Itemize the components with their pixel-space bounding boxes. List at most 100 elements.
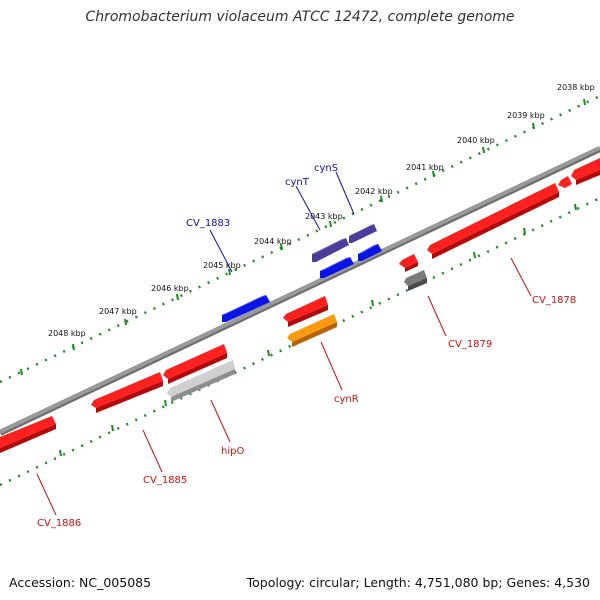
- leader-cv1878: [510, 257, 532, 297]
- label-cynt[interactable]: cynT: [285, 177, 310, 188]
- tick: [72, 343, 75, 351]
- gene-body: [0, 416, 56, 448]
- genome-backbone: [0, 146, 600, 436]
- gene-body: [287, 314, 337, 342]
- leader-cynr: [320, 341, 343, 391]
- gene-highlight: [358, 244, 378, 254]
- tick: [164, 399, 167, 407]
- scale-label-2047: 2047 kbp: [99, 307, 137, 316]
- gene-body: [283, 296, 328, 322]
- accession-text: Accession: NC_005085: [9, 575, 152, 590]
- scale-label-2048: 2048 kbp: [48, 329, 86, 338]
- gene-cynt[interactable]: [320, 257, 354, 278]
- gene-shade: [171, 369, 235, 402]
- label-cv1883[interactable]: CV_1883: [186, 218, 230, 229]
- gene-shade: [432, 192, 559, 259]
- scale-label-2044: 2044 kbp: [254, 237, 292, 246]
- scale-label-2040: 2040 kbp: [457, 136, 495, 145]
- gene-shade: [405, 262, 418, 272]
- gene-labels: cynS cynT CV_1883 CV_1878 CV_1879 cynR h…: [37, 163, 576, 529]
- scale-label-2038: 2038 kbp: [557, 83, 595, 92]
- leader-cv1883: [209, 229, 233, 273]
- outer-major-ticks: [20, 98, 586, 376]
- label-cv1879[interactable]: CV_1879: [448, 339, 492, 350]
- gene-right-small[interactable]: [558, 176, 572, 188]
- gene-body: [312, 238, 349, 262]
- gene-body: [167, 360, 235, 397]
- gene-shade: [288, 305, 328, 327]
- gene-body: [358, 244, 382, 261]
- gene-shade: [408, 278, 427, 291]
- gene-right-edge[interactable]: [571, 158, 600, 185]
- forward-strand-genes: [222, 224, 382, 322]
- scale-label-2045: 2045 kbp: [203, 261, 241, 270]
- genome-summary-text: Topology: circular; Length: 4,751,080 bp…: [246, 575, 590, 590]
- label-cyns[interactable]: cynS: [314, 163, 338, 174]
- outer-tick-track: [0, 94, 600, 384]
- tick: [532, 122, 535, 130]
- gene-cv1879-red[interactable]: [399, 254, 418, 272]
- gene-shade: [168, 353, 227, 384]
- gene-cynt-alt[interactable]: [312, 238, 349, 262]
- map-title: Chromobacterium violaceum ATCC 12472, co…: [85, 9, 515, 25]
- gene-shade: [0, 424, 56, 453]
- gene-cynr[interactable]: [287, 314, 337, 347]
- gene-body: [404, 270, 427, 286]
- gene-body: [91, 372, 163, 408]
- leader-cynt: [295, 185, 321, 231]
- tick: [583, 98, 586, 106]
- tick: [20, 368, 23, 376]
- outer-dot-line: [0, 94, 600, 384]
- label-hipo[interactable]: hipO: [221, 446, 244, 457]
- tick: [473, 251, 476, 259]
- gene-highlight: [349, 224, 374, 236]
- reverse-strand-alt-genes: [167, 270, 427, 402]
- label-leaders: [36, 171, 532, 516]
- gene-body: [558, 176, 572, 188]
- scale-label-2042: 2042 kbp: [355, 187, 393, 196]
- scale-label-2043: 2043 kbp: [305, 212, 343, 221]
- gene-cv1883[interactable]: [222, 295, 270, 322]
- tick: [59, 449, 62, 457]
- tick: [523, 227, 526, 235]
- gene-cv1885[interactable]: [91, 372, 163, 413]
- gene-cv1878[interactable]: [427, 183, 559, 259]
- gene-body: [163, 344, 227, 379]
- gene-body: [427, 183, 559, 254]
- gene-shade: [292, 322, 337, 347]
- gene-body: [349, 224, 377, 243]
- gene-body: [320, 257, 354, 278]
- tick: [267, 349, 270, 357]
- tick: [380, 195, 383, 203]
- gene-cynr-neighbour[interactable]: [283, 296, 328, 327]
- scale-label-2039: 2039 kbp: [507, 111, 545, 120]
- label-cv1885[interactable]: CV_1885: [143, 475, 187, 486]
- gene-highlight: [320, 257, 350, 271]
- leader-cyns: [335, 171, 355, 215]
- tick: [124, 318, 127, 326]
- tick: [228, 268, 231, 276]
- tick: [280, 243, 283, 251]
- tick: [329, 220, 332, 228]
- backbone-line: [0, 146, 600, 434]
- gene-cv1886[interactable]: [0, 416, 56, 453]
- tick: [482, 146, 485, 154]
- gene-cyns-alt[interactable]: [349, 224, 377, 243]
- gene-cv1879-gray[interactable]: [404, 270, 427, 291]
- reverse-strand-genes: [0, 158, 600, 453]
- label-cynr[interactable]: cynR: [334, 394, 359, 405]
- label-cv1886[interactable]: CV_1886: [37, 518, 81, 529]
- label-cv1878[interactable]: CV_1878: [532, 295, 576, 306]
- gene-hipo-forward-red[interactable]: [163, 344, 227, 384]
- gene-cyns[interactable]: [358, 244, 382, 261]
- scale-label-2046: 2046 kbp: [151, 284, 189, 293]
- gene-highlight: [222, 295, 266, 315]
- gene-highlight: [312, 238, 346, 254]
- gene-hipo[interactable]: [167, 360, 235, 402]
- scale-labels: 2038 kbp 2039 kbp 2040 kbp 2041 kbp 2042…: [48, 83, 595, 338]
- leader-cv1879: [427, 295, 447, 337]
- inner-dot-line: [0, 196, 600, 487]
- gene-body: [222, 295, 270, 322]
- scale-label-2041: 2041 kbp: [406, 163, 444, 172]
